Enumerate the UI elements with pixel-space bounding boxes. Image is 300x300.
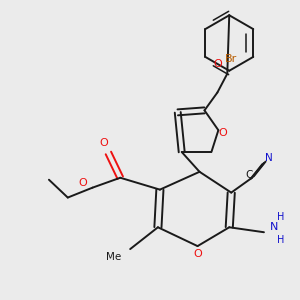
Text: N: N (270, 222, 278, 232)
Text: O: O (78, 178, 87, 188)
Text: O: O (218, 128, 227, 138)
Text: H: H (277, 235, 284, 245)
Text: O: O (99, 138, 108, 148)
Text: Br: Br (225, 54, 237, 64)
Text: O: O (213, 59, 222, 69)
Text: Me: Me (106, 252, 121, 262)
Text: N: N (265, 153, 273, 163)
Text: C: C (245, 170, 253, 180)
Text: O: O (193, 248, 202, 259)
Text: H: H (277, 212, 284, 222)
